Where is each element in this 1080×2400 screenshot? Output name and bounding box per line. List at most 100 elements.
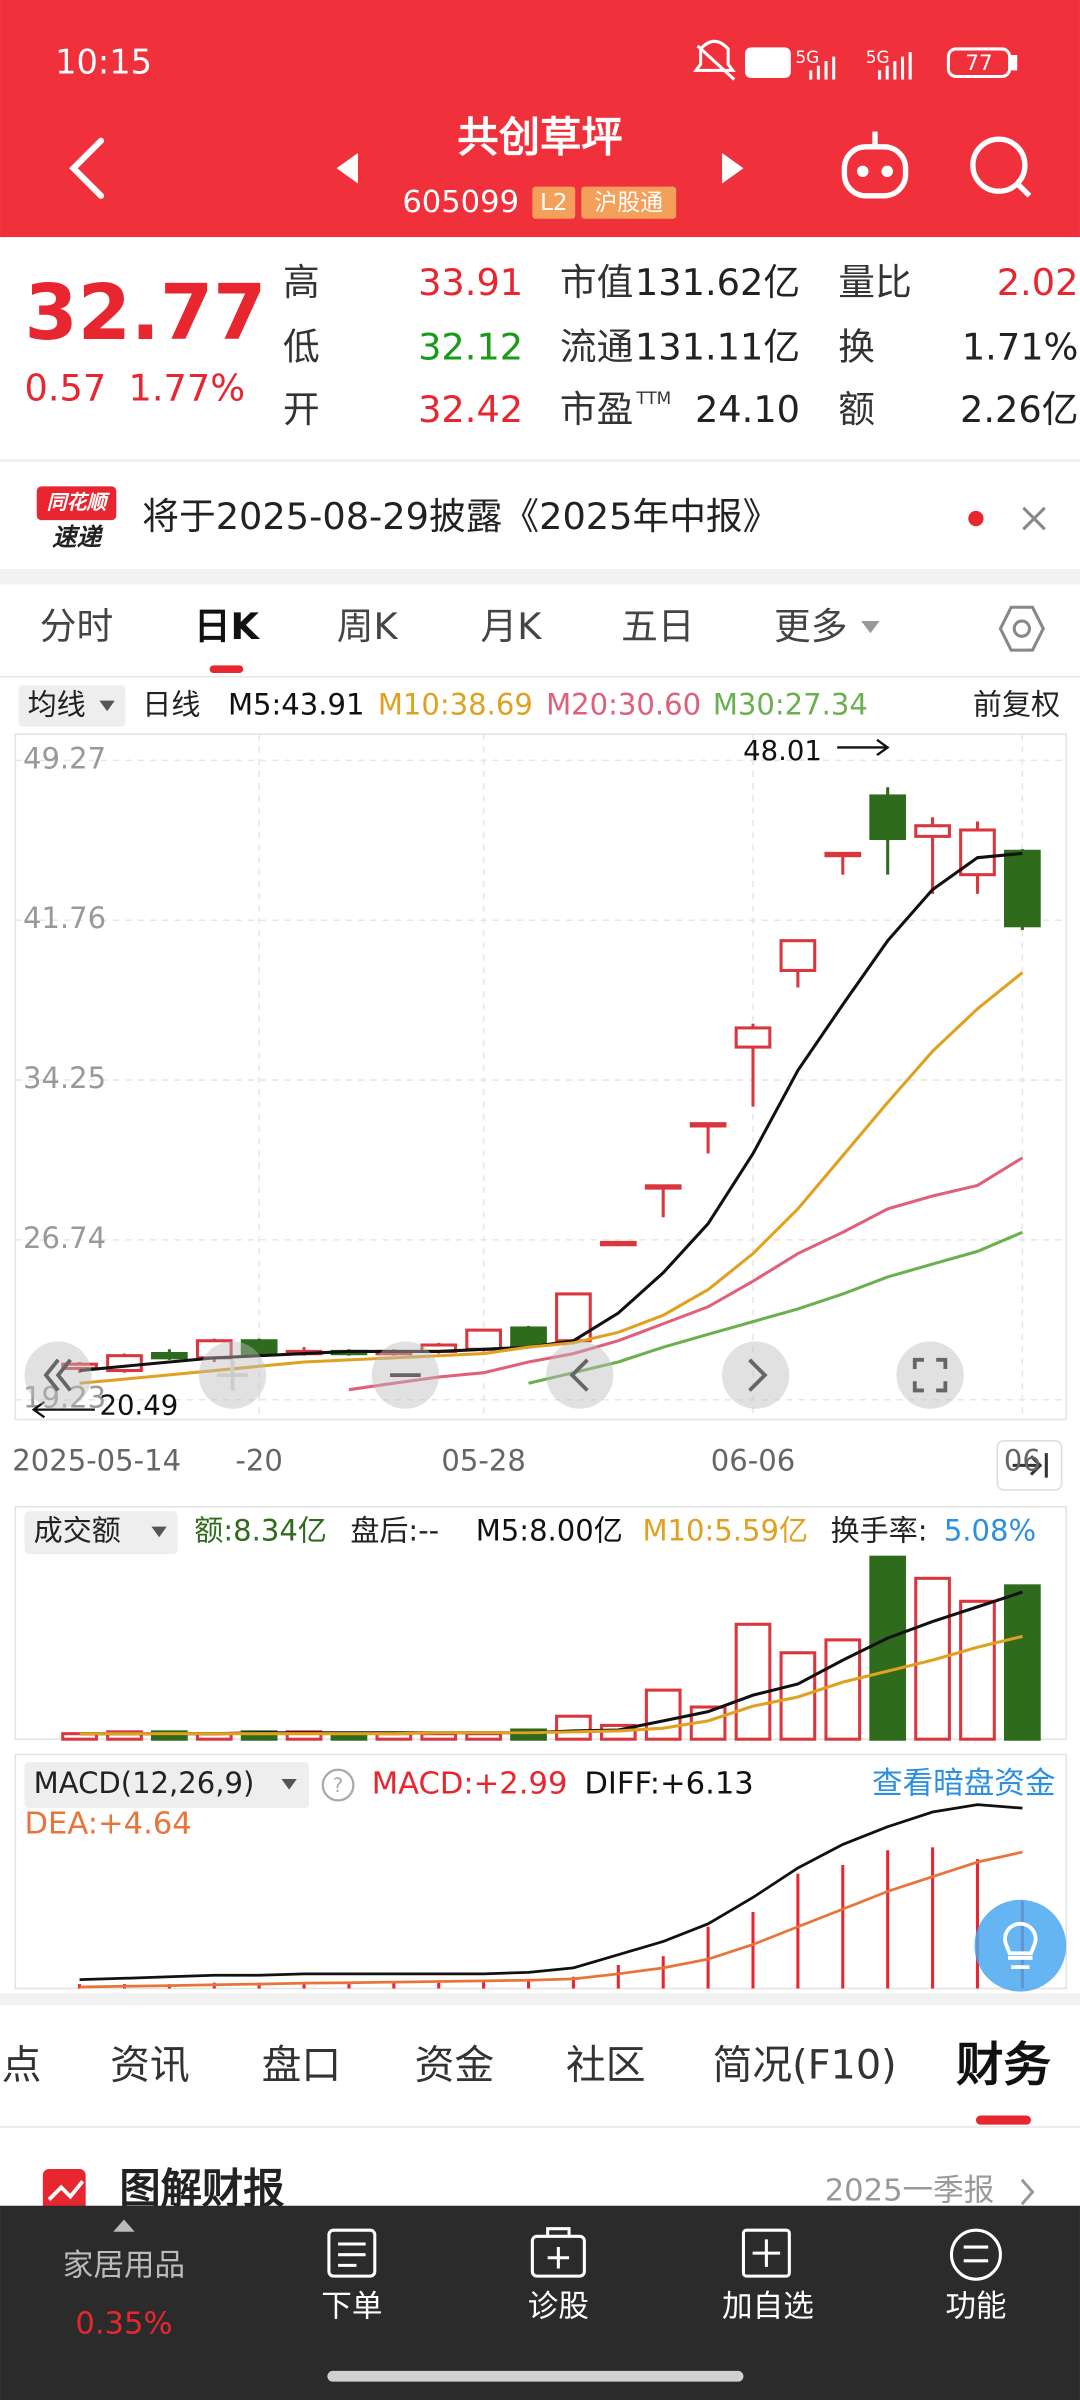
volume-bar bbox=[734, 1622, 772, 1741]
btn-right[interactable] bbox=[722, 1341, 790, 1409]
turnover: 5.08% bbox=[944, 1514, 1036, 1548]
btn-left[interactable] bbox=[546, 1341, 614, 1409]
help-icon[interactable] bbox=[321, 1768, 355, 1802]
badge-hgt: 沪股通 bbox=[594, 190, 663, 216]
period-tab[interactable]: 周K bbox=[337, 605, 399, 648]
period: 日线 bbox=[142, 688, 200, 722]
period-tab[interactable]: 五日 bbox=[621, 605, 694, 648]
search-button[interactable] bbox=[970, 136, 1032, 198]
robot-button[interactable] bbox=[841, 131, 909, 199]
nav-item[interactable]: 加自选 bbox=[722, 2290, 814, 2325]
volume-bar bbox=[914, 1576, 951, 1741]
tip-button[interactable] bbox=[974, 1899, 1067, 1992]
low-label: 20.49 bbox=[99, 1390, 178, 1422]
tab-underline bbox=[209, 665, 244, 674]
volume-bar bbox=[151, 1730, 188, 1741]
candle-body bbox=[465, 1328, 502, 1351]
btn-full[interactable] bbox=[896, 1341, 964, 1409]
x-tick-label: -20 bbox=[235, 1443, 282, 1477]
sector-name[interactable]: 家居用品 bbox=[63, 2248, 185, 2283]
stat-label: 量比 bbox=[838, 261, 911, 304]
stat-label-sup: TTM bbox=[635, 388, 671, 408]
info-tabs: 点 资讯 盘口 资金 社区 简况(F10) 财务 bbox=[2, 2038, 1051, 2125]
nav-item[interactable]: 下单 bbox=[321, 2290, 382, 2325]
macd-legend: MACD:+2.99 bbox=[372, 1767, 568, 1802]
ma-legend: M30:27.34 bbox=[713, 688, 868, 722]
notice-close[interactable] bbox=[1022, 506, 1046, 531]
low-arrow bbox=[31, 1401, 95, 1419]
macd-title: MACD(12,26,9) bbox=[34, 1766, 255, 1800]
x-tick-label: 2025-05-14 bbox=[12, 1443, 181, 1477]
stat-label: 流通 bbox=[560, 325, 633, 368]
nav-item[interactable]: 功能 bbox=[945, 2290, 1006, 2325]
stat-label: 额 bbox=[838, 388, 875, 431]
next-stock[interactable] bbox=[722, 152, 744, 184]
volume-bar bbox=[1004, 1584, 1041, 1741]
stat-label: 市值 bbox=[560, 261, 633, 304]
select-arrow bbox=[151, 1526, 167, 1538]
ma-legend: M10:38.69 bbox=[378, 688, 533, 722]
macd-select[interactable] bbox=[24, 1762, 310, 1809]
period-tabs: 分时 日K 周K 月K 五日 更多 bbox=[40, 605, 847, 674]
stat-value: 33.91 bbox=[418, 261, 523, 304]
badge-bg bbox=[532, 186, 576, 219]
period-tab[interactable]: 日K bbox=[194, 605, 261, 648]
date-labels: 2025-05-14 -20 05-28 06-06 06 bbox=[12, 1443, 1041, 1477]
volume-bar bbox=[869, 1555, 907, 1741]
logo-top bbox=[36, 486, 117, 521]
settings-button[interactable] bbox=[998, 605, 1045, 652]
divider bbox=[0, 1993, 1080, 2006]
volume-select[interactable] bbox=[24, 1511, 178, 1555]
volume-bar bbox=[644, 1688, 682, 1741]
prev-stock[interactable] bbox=[336, 152, 358, 184]
volume-bar bbox=[106, 1730, 143, 1741]
candle-body bbox=[240, 1339, 278, 1356]
info-tab[interactable]: 财务 bbox=[956, 2038, 1051, 2093]
diff-legend: DIFF:+6.13 bbox=[584, 1767, 753, 1802]
indicator-select[interactable] bbox=[18, 685, 126, 727]
info-tab[interactable]: 简况(F10) bbox=[713, 2043, 897, 2089]
period-tab[interactable]: 分时 bbox=[40, 605, 113, 648]
change-pct: 1.77% bbox=[129, 367, 246, 410]
back-button[interactable] bbox=[69, 137, 105, 199]
info-tab[interactable]: 盘口 bbox=[262, 2043, 342, 2089]
diff-line bbox=[79, 1803, 1023, 1982]
home-indicator bbox=[327, 2370, 744, 2382]
period-tab[interactable]: 月K bbox=[481, 605, 543, 648]
volume-ma-legend: M5:8.00亿 bbox=[476, 1514, 623, 1548]
select-arrow bbox=[99, 700, 115, 712]
candle-body bbox=[151, 1351, 188, 1360]
notice-text[interactable]: 将于2025-08-29披露《2025年中报》 bbox=[142, 495, 779, 538]
candle-body bbox=[1004, 849, 1041, 928]
nav-caret bbox=[113, 2219, 135, 2232]
latest-icon bbox=[1012, 1453, 1048, 1478]
stock-code: 605099 bbox=[402, 185, 519, 220]
clock: 10:15 bbox=[55, 43, 152, 82]
volume-ma-legend: M10:5.59亿 bbox=[642, 1514, 808, 1548]
adjust[interactable]: 前复权 bbox=[973, 688, 1060, 722]
stat-value: 24.10 bbox=[695, 388, 800, 431]
info-tab[interactable]: 资金 bbox=[415, 2043, 495, 2089]
badge-bg bbox=[581, 186, 677, 219]
nav-bg bbox=[0, 2205, 1080, 2400]
nav-items: 下单 诊股 加自选 功能 bbox=[321, 2290, 1006, 2325]
section-link[interactable]: 2025一季报 bbox=[825, 2173, 995, 2208]
period-tab[interactable]: 更多 bbox=[774, 605, 847, 648]
nav-item[interactable]: 诊股 bbox=[528, 2290, 589, 2325]
y-tick-label: 34.25 bbox=[23, 1061, 106, 1095]
stat-value: 131.11亿 bbox=[635, 325, 800, 368]
volume-amount: 额:8.34亿 bbox=[194, 1514, 327, 1548]
ma-line bbox=[528, 1230, 1024, 1385]
net-5g: 5G bbox=[795, 47, 819, 67]
dark-pool-link[interactable]: 查看暗盘资金 bbox=[872, 1767, 1055, 1802]
info-tab[interactable]: 资讯 bbox=[110, 2043, 190, 2089]
price: 32.77 bbox=[25, 269, 267, 358]
x-tick-label: 06-06 bbox=[711, 1443, 795, 1477]
dea-legend: DEA:+4.64 bbox=[25, 1806, 192, 1841]
info-tab[interactable]: 社区 bbox=[566, 2043, 646, 2089]
info-tab[interactable]: 点 bbox=[2, 2043, 42, 2089]
change: 0.57 bbox=[25, 367, 107, 410]
tab-underline bbox=[975, 2115, 1032, 2125]
